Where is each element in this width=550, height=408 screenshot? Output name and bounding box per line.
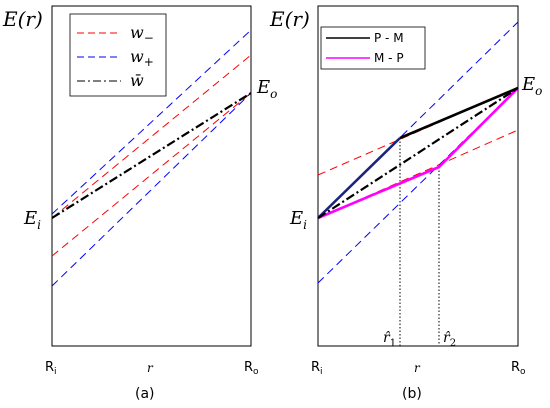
panel-a-w-plus-upper [51,29,252,215]
panel-b-r2-label: r̂2 [443,330,456,349]
panel-a-w-minus-upper [51,54,252,219]
panel-a-xtick-ro: Ro [244,360,259,377]
panel-b-mean-line [317,87,519,219]
legend-label-w-plus: w+ [130,47,154,69]
panel-b-blue-dashed-lower [317,87,519,284]
panel-b-red-dashed-lower [317,129,519,219]
panel-b: P - M M - P E(r) Ei Eo r̂1 r̂2 Ri Ro r (… [269,5,542,402]
panel-a-legend-box [69,13,167,97]
panel-a-w-minus-lower [51,92,252,257]
panel-b-r1-label: r̂1 [383,330,396,349]
panel-a-frame [51,5,252,347]
panel-b-xtick-ri: Ri [311,360,323,377]
panel-a-w-bar-line [51,92,252,219]
legend-label-m-p: M - P [374,51,404,65]
panel-a-w-plus-lower [51,92,252,287]
panel-b-y-label: E(r) [269,7,310,31]
panel-a-x-label: r [147,361,154,375]
panel-a-y-label: E(r) [2,7,43,31]
legend-label-w-bar: w̄ [130,71,144,90]
panel-a-legend: w− w+ w̄ [69,13,167,97]
panel-b-m-p-path [317,87,519,220]
panel-b-legend-box [320,26,426,70]
panel-b-legend: P - M M - P [320,26,426,70]
panel-a: w− w+ w̄ E(r) Ei Eo Ri Ro r (a) [2,5,277,402]
panel-a-caption: (a) [135,386,155,402]
panel-b-xtick-ro: Ro [511,360,526,377]
panel-b-eo-label: Eo [521,74,542,98]
panel-b-p-m-segment-1 [317,137,401,219]
legend-label-w-minus: w− [130,23,154,45]
legend-label-p-m: P - M [374,31,404,45]
panel-b-ei-label: Ei [289,208,307,232]
panel-b-p-m-segment-2 [399,86,519,140]
panel-a-eo-label: Eo [256,77,277,101]
panel-b-caption: (b) [402,386,422,402]
panel-a-xtick-ri: Ri [45,360,57,377]
panel-b-x-label: r [414,361,421,375]
panel-a-ei-label: Ei [23,208,41,232]
panel-b-frame [317,5,519,347]
